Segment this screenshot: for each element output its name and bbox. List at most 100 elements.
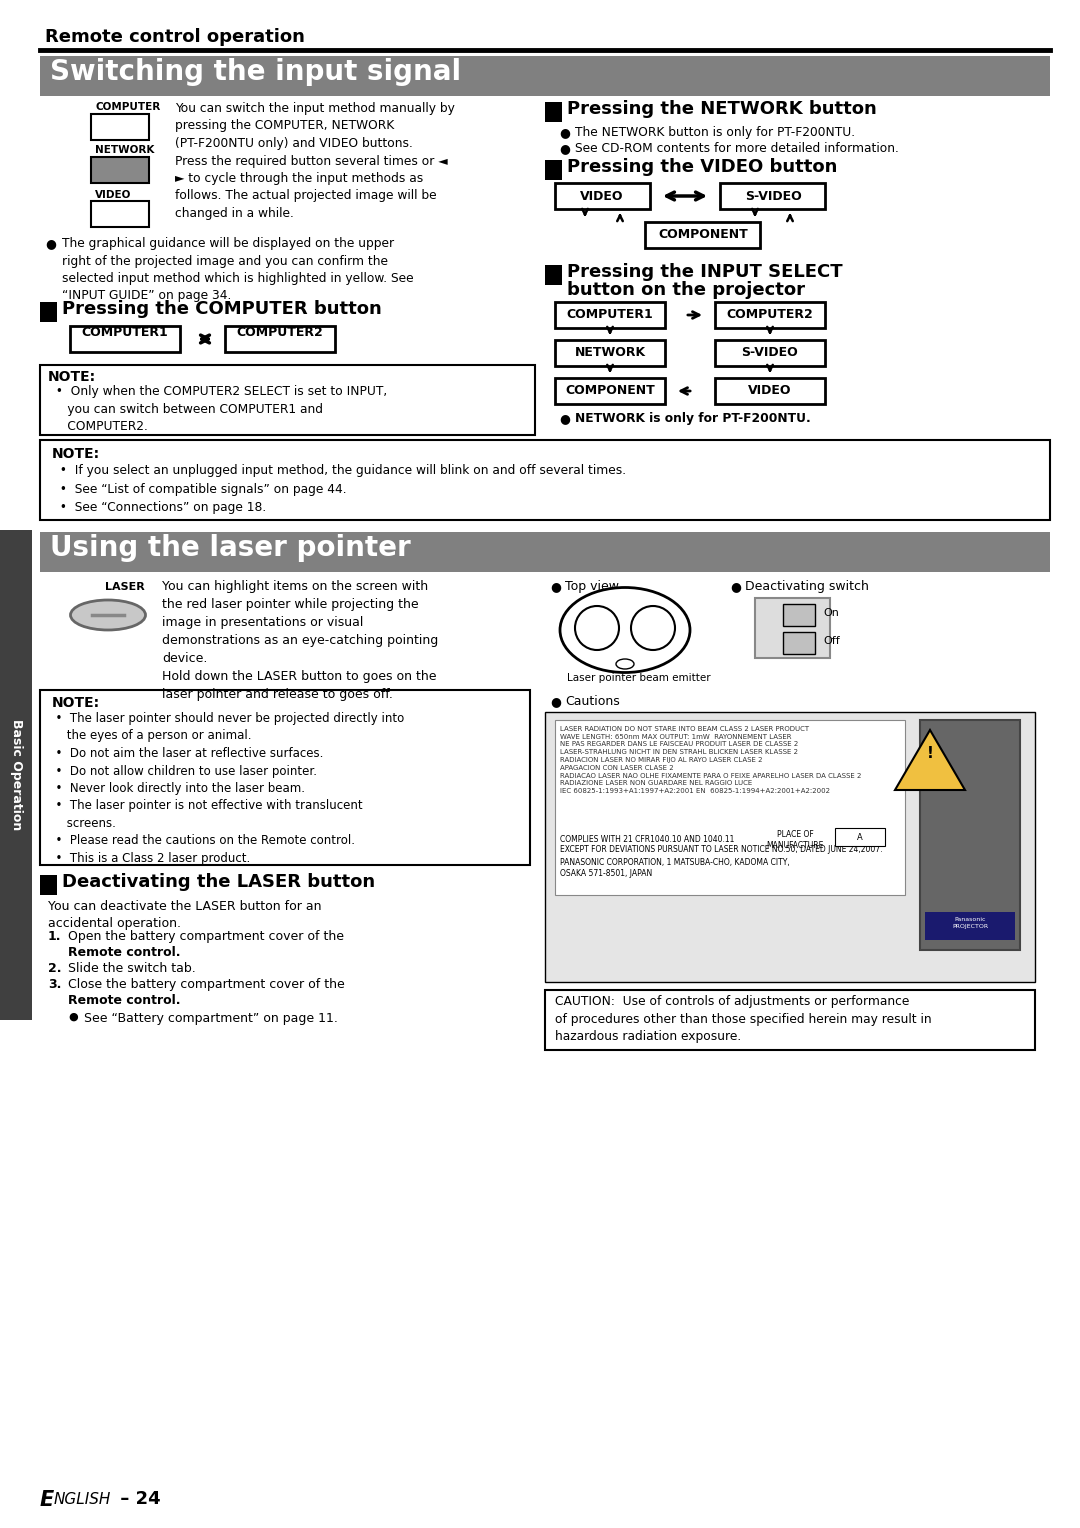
Bar xyxy=(835,828,885,847)
Text: PLACE OF
MANUFACTURE: PLACE OF MANUFACTURE xyxy=(767,830,824,850)
Text: ●: ● xyxy=(559,125,570,139)
Bar xyxy=(755,597,831,659)
Text: COMPUTER1: COMPUTER1 xyxy=(567,309,653,321)
Text: The graphical guidance will be displayed on the upper
right of the projected ima: The graphical guidance will be displayed… xyxy=(62,237,414,303)
Bar xyxy=(555,377,665,403)
Text: Deactivating the LASER button: Deactivating the LASER button xyxy=(62,872,375,891)
Bar xyxy=(555,341,665,367)
Text: NGLISH: NGLISH xyxy=(54,1491,111,1507)
Text: Switching the input signal: Switching the input signal xyxy=(50,58,461,86)
Bar xyxy=(91,157,149,183)
Bar xyxy=(40,876,57,895)
Bar xyxy=(40,303,57,322)
Text: Using the laser pointer: Using the laser pointer xyxy=(50,533,410,562)
Text: NOTE:: NOTE: xyxy=(52,695,100,711)
Text: COMPUTER2: COMPUTER2 xyxy=(727,309,813,321)
Text: Cautions: Cautions xyxy=(565,695,620,707)
Text: – 24: – 24 xyxy=(114,1490,161,1508)
Text: Off: Off xyxy=(823,636,840,646)
Text: NOTE:: NOTE: xyxy=(48,370,96,384)
Text: EXCEPT FOR DEVIATIONS PURSUANT TO LASER NOTICE NO.50, DATED JUNE 24,2007.: EXCEPT FOR DEVIATIONS PURSUANT TO LASER … xyxy=(561,845,882,854)
Text: Slide the switch tab.: Slide the switch tab. xyxy=(68,963,195,975)
Text: Deactivating switch: Deactivating switch xyxy=(745,581,869,593)
Text: S-VIDEO: S-VIDEO xyxy=(744,189,801,203)
Text: NETWORK: NETWORK xyxy=(95,145,154,154)
Text: Pressing the VIDEO button: Pressing the VIDEO button xyxy=(567,157,837,176)
Text: E: E xyxy=(40,1490,54,1510)
Text: 2.: 2. xyxy=(48,963,62,975)
Text: See “Battery compartment” on page 11.: See “Battery compartment” on page 11. xyxy=(84,1012,338,1025)
Bar xyxy=(0,530,32,1021)
Text: On: On xyxy=(823,608,839,617)
Text: See CD-ROM contents for more detailed information.: See CD-ROM contents for more detailed in… xyxy=(575,142,899,154)
Text: NETWORK: NETWORK xyxy=(575,347,646,359)
Bar xyxy=(920,720,1020,950)
Text: Pressing the INPUT SELECT: Pressing the INPUT SELECT xyxy=(567,263,842,281)
Text: ●: ● xyxy=(559,413,570,425)
Text: Remote control operation: Remote control operation xyxy=(45,28,305,46)
Text: NOTE:: NOTE: xyxy=(52,448,100,461)
Bar xyxy=(40,691,530,865)
Text: ●: ● xyxy=(730,581,741,593)
Circle shape xyxy=(631,607,675,649)
Bar xyxy=(645,222,760,248)
Bar xyxy=(924,912,1015,940)
Text: NETWORK is only for PT-F200NTU.: NETWORK is only for PT-F200NTU. xyxy=(575,413,811,425)
Text: Basic Operation: Basic Operation xyxy=(10,720,23,831)
Ellipse shape xyxy=(616,659,634,669)
Circle shape xyxy=(575,607,619,649)
Text: The NETWORK button is only for PT-F200NTU.: The NETWORK button is only for PT-F200NT… xyxy=(575,125,855,139)
Text: ●: ● xyxy=(550,581,561,593)
Bar xyxy=(545,712,1035,983)
Bar xyxy=(40,532,1050,571)
Polygon shape xyxy=(895,730,966,790)
Text: VIDEO: VIDEO xyxy=(748,385,792,397)
Ellipse shape xyxy=(70,601,146,630)
Text: button on the projector: button on the projector xyxy=(567,281,805,299)
Bar xyxy=(545,264,562,286)
Text: You can switch the input method manually by
pressing the COMPUTER, NETWORK
(PT-F: You can switch the input method manually… xyxy=(175,102,455,220)
Text: S-VIDEO: S-VIDEO xyxy=(742,347,798,359)
Bar xyxy=(40,57,1050,96)
Text: ●: ● xyxy=(559,142,570,154)
Text: Open the battery compartment cover of the: Open the battery compartment cover of th… xyxy=(68,931,345,943)
Bar xyxy=(555,720,905,895)
Text: VIDEO: VIDEO xyxy=(95,189,132,200)
Bar xyxy=(40,440,1050,520)
Bar xyxy=(91,202,149,228)
Text: Remote control.: Remote control. xyxy=(68,946,180,960)
Text: •  If you select an unplugged input method, the guidance will blink on and off s: • If you select an unplugged input metho… xyxy=(52,465,626,513)
Text: 3.: 3. xyxy=(48,978,62,992)
Text: VIDEO: VIDEO xyxy=(580,189,624,203)
Text: •  The laser pointer should never be projected directly into
     the eyes of a : • The laser pointer should never be proj… xyxy=(48,712,404,865)
Text: COMPONENT: COMPONENT xyxy=(658,229,747,241)
Text: Laser pointer beam emitter: Laser pointer beam emitter xyxy=(567,672,711,683)
Ellipse shape xyxy=(561,587,690,672)
Text: Top view: Top view xyxy=(565,581,619,593)
Text: Panasonic
PROJECTOR: Panasonic PROJECTOR xyxy=(951,917,988,929)
Bar xyxy=(545,102,562,122)
Text: COMPONENT: COMPONENT xyxy=(565,385,654,397)
Text: Close the battery compartment cover of the: Close the battery compartment cover of t… xyxy=(68,978,345,992)
Bar xyxy=(715,377,825,403)
Text: ●: ● xyxy=(550,695,561,707)
Text: ●: ● xyxy=(68,1012,78,1022)
Text: COMPUTER1: COMPUTER1 xyxy=(82,327,168,339)
Text: PANASONIC CORPORATION, 1 MATSUBA-CHO, KADOMA CITY,
OSAKA 571-8501, JAPAN: PANASONIC CORPORATION, 1 MATSUBA-CHO, KA… xyxy=(561,859,789,879)
Text: Remote control.: Remote control. xyxy=(68,995,180,1007)
Text: COMPUTER: COMPUTER xyxy=(95,102,160,112)
Text: Pressing the COMPUTER button: Pressing the COMPUTER button xyxy=(62,299,381,318)
Text: 1.: 1. xyxy=(48,931,62,943)
Text: A: A xyxy=(858,833,863,842)
Bar xyxy=(555,183,650,209)
Bar xyxy=(91,115,149,141)
Bar xyxy=(545,990,1035,1050)
Bar xyxy=(225,325,335,351)
Bar xyxy=(720,183,825,209)
Bar xyxy=(715,341,825,367)
Bar xyxy=(783,604,815,626)
Bar xyxy=(555,303,665,329)
Text: COMPUTER2: COMPUTER2 xyxy=(237,327,323,339)
Bar xyxy=(40,365,535,435)
Bar xyxy=(545,160,562,180)
